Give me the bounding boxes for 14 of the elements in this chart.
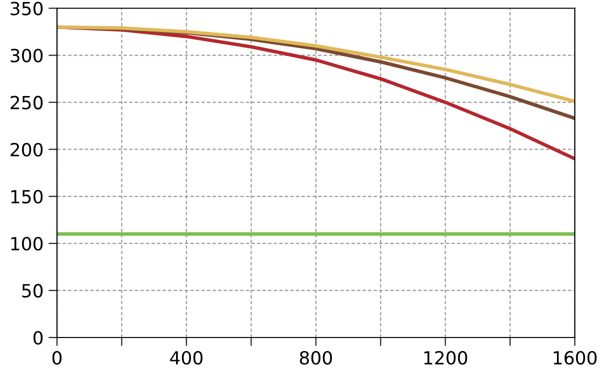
- line-series: [57, 25, 575, 104]
- x-tick-label: 1600: [554, 351, 597, 365]
- y-tick-label: 100: [11, 236, 43, 251]
- y-tick-label: 150: [11, 190, 43, 204]
- y-tick-label: 250: [10, 96, 43, 110]
- x-tick-label: 800: [300, 351, 332, 365]
- x-tick-label: 1200: [424, 351, 468, 365]
- y-tick-label: 200: [10, 142, 43, 156]
- y-tick-label: 300: [10, 48, 43, 62]
- y-tick-label: 350: [10, 2, 43, 16]
- y-tick-label: 50: [22, 284, 43, 298]
- x-tick-label: 400: [170, 351, 202, 365]
- y-tick-label: 0: [34, 330, 43, 345]
- x-tick-label: 0: [52, 351, 62, 365]
